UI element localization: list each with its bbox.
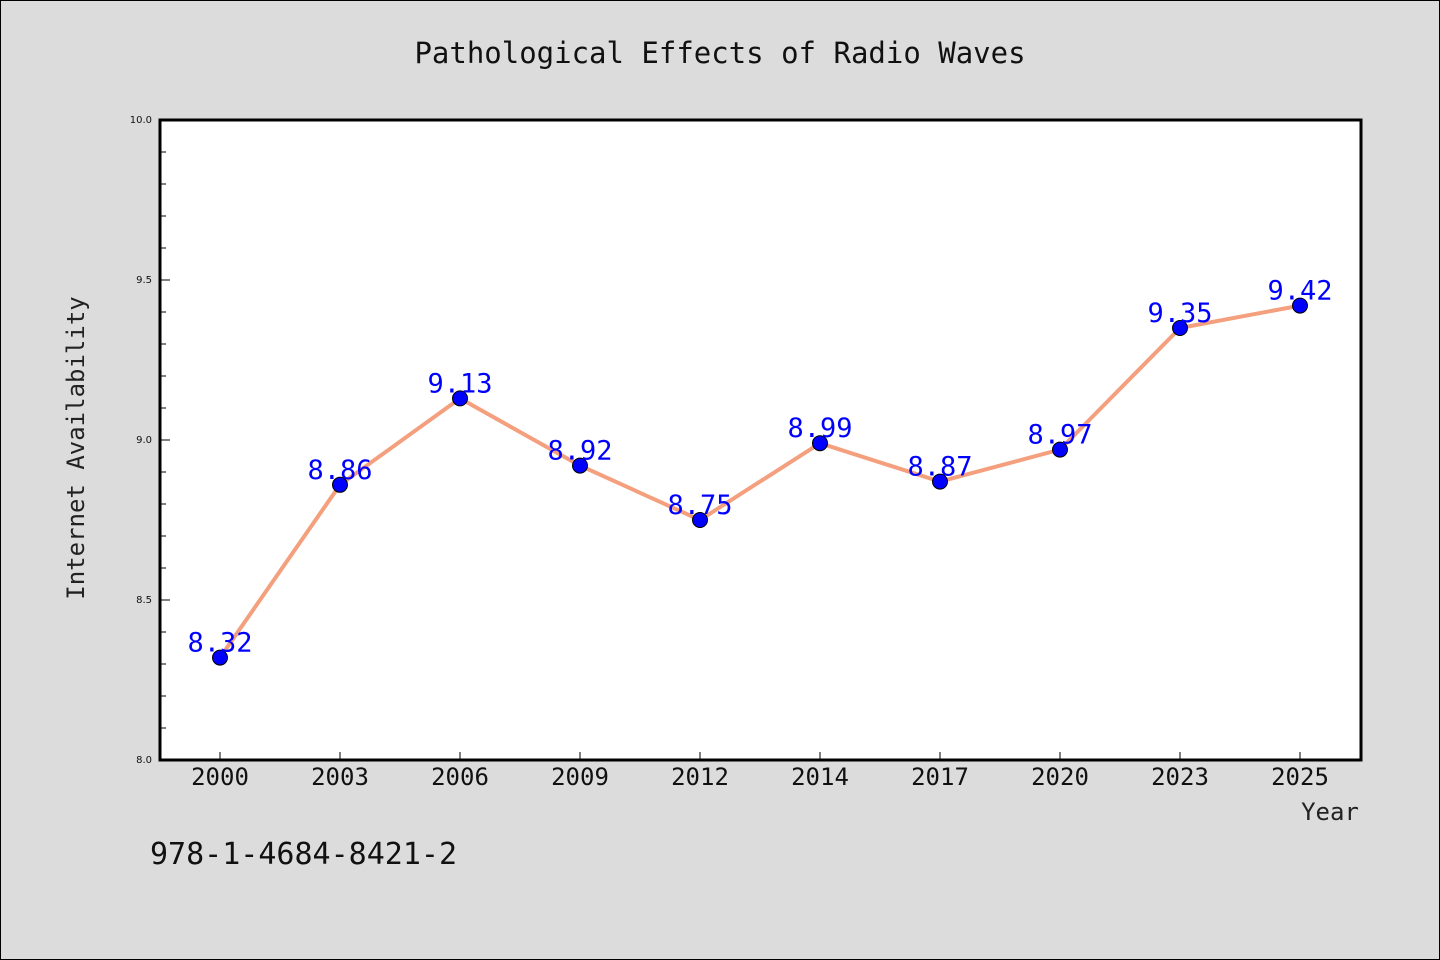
data-label: 8.99 bbox=[787, 413, 852, 444]
x-tick-label: 2000 bbox=[191, 763, 249, 791]
data-labels: 8.32 8.86 9.13 8.92 8.75 8.99 8.87 8.97 9.35 9.42 bbox=[187, 276, 1332, 659]
chart-title: Pathological Effects of Radio Waves bbox=[414, 36, 1025, 70]
x-tick-label: 2006 bbox=[431, 763, 489, 791]
data-label: 9.13 bbox=[427, 368, 492, 399]
data-point bbox=[572, 457, 588, 474]
y-axis-label: Internet Availability bbox=[62, 296, 90, 599]
y-tick-label: 8.5 bbox=[136, 595, 152, 606]
data-point bbox=[452, 390, 468, 407]
y-axis: 8.0 8.5 9.0 9.5 10.0 bbox=[130, 115, 170, 766]
plot-area bbox=[158, 118, 1363, 762]
data-point bbox=[812, 435, 828, 452]
x-tick-label: 2017 bbox=[911, 763, 969, 791]
series-line bbox=[218, 303, 1301, 659]
x-axis-label: Year bbox=[1301, 798, 1359, 826]
data-point bbox=[212, 649, 228, 666]
x-axis: 2000 2003 2006 2009 2012 2014 2017 2020 2023 2025 bbox=[191, 752, 1329, 791]
data-points bbox=[212, 297, 1308, 666]
x-tick-label: 2025 bbox=[1271, 763, 1329, 791]
footnote-isbn: 978-1-4684-8421-2 bbox=[150, 837, 457, 872]
data-label: 8.92 bbox=[547, 436, 612, 467]
x-tick-label: 2009 bbox=[551, 763, 609, 791]
data-point bbox=[692, 512, 708, 528]
data-label: 8.75 bbox=[667, 490, 732, 521]
data-label: 9.35 bbox=[1147, 298, 1212, 329]
data-point bbox=[1172, 320, 1188, 336]
data-label: 9.42 bbox=[1267, 276, 1332, 307]
x-tick-label: 2023 bbox=[1151, 763, 1209, 791]
data-label: 8.97 bbox=[1027, 420, 1092, 451]
data-label: 8.32 bbox=[187, 628, 252, 659]
y-tick-label: 10.0 bbox=[130, 115, 152, 126]
x-tick-label: 2003 bbox=[311, 763, 369, 791]
data-label: 8.87 bbox=[907, 452, 972, 483]
y-tick-label: 9.5 bbox=[136, 275, 152, 286]
y-tick-label: 9.0 bbox=[136, 435, 152, 446]
x-tick-label: 2020 bbox=[1031, 763, 1089, 791]
data-point bbox=[332, 476, 348, 493]
y-tick-label: 8.0 bbox=[136, 755, 152, 766]
data-point bbox=[1292, 297, 1308, 314]
data-label: 8.86 bbox=[307, 455, 372, 486]
x-tick-label: 2014 bbox=[791, 763, 849, 791]
x-tick-label: 2012 bbox=[671, 763, 729, 791]
data-point bbox=[932, 473, 948, 490]
data-point bbox=[1052, 441, 1068, 458]
